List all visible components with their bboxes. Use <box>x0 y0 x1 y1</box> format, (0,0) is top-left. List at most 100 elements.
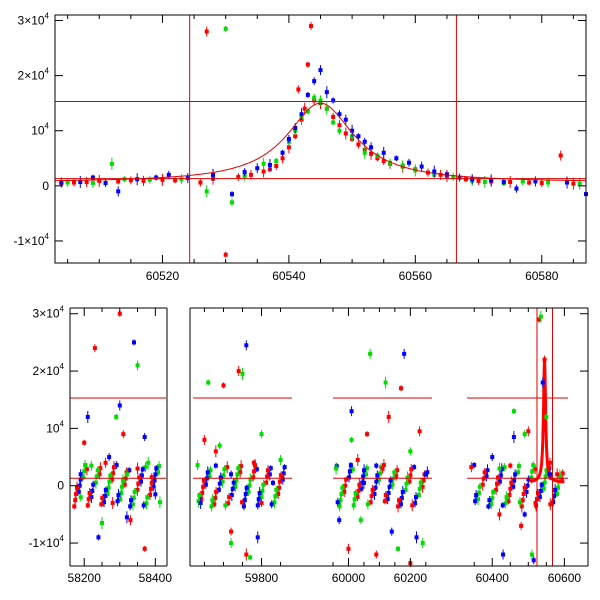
data-point <box>357 482 362 487</box>
data-point <box>277 485 282 490</box>
data-point <box>362 150 367 155</box>
data-point <box>383 380 388 385</box>
data-point <box>501 552 506 557</box>
data-point <box>141 503 146 508</box>
data-point <box>344 477 349 482</box>
data-point <box>293 134 298 139</box>
data-point <box>200 490 205 495</box>
data-point <box>312 79 317 84</box>
data-point <box>248 555 253 560</box>
data-point <box>476 490 481 495</box>
data-point <box>128 178 133 183</box>
data-point <box>356 134 361 139</box>
data-point <box>337 128 342 133</box>
data-point <box>166 172 171 177</box>
data-point <box>212 502 217 507</box>
data-point <box>138 479 143 484</box>
data-point <box>185 176 190 181</box>
data-point <box>211 172 216 177</box>
data-point <box>117 403 122 408</box>
data-point <box>296 87 301 92</box>
data-point <box>221 383 226 388</box>
data-point <box>337 112 342 117</box>
data-point <box>370 487 375 492</box>
data-point <box>269 502 274 507</box>
data-point <box>559 477 564 482</box>
data-point <box>272 500 277 505</box>
data-point <box>95 468 100 473</box>
data-point <box>116 179 121 184</box>
data-point <box>552 494 557 499</box>
data-point <box>331 120 336 125</box>
data-point <box>553 487 558 492</box>
data-point <box>278 457 283 462</box>
data-point <box>251 475 256 480</box>
data-point <box>154 466 159 471</box>
data-point <box>89 463 94 468</box>
data-point <box>179 177 184 182</box>
data-point <box>399 496 404 501</box>
x-tick-label: 60560 <box>399 269 433 283</box>
data-point <box>84 179 89 184</box>
data-point <box>409 467 414 472</box>
data-point <box>234 478 239 483</box>
x-tick-label: 59800 <box>245 571 279 585</box>
data-point <box>78 495 83 500</box>
data-point <box>402 351 407 356</box>
data-point <box>538 314 543 319</box>
data-point <box>221 473 226 478</box>
data-point <box>417 486 422 491</box>
data-point <box>264 480 269 485</box>
data-point <box>408 449 413 454</box>
data-point <box>305 62 310 67</box>
data-point <box>339 491 344 496</box>
data-point <box>506 499 511 504</box>
data-point <box>244 552 249 557</box>
data-point <box>280 477 285 482</box>
data-point <box>403 487 408 492</box>
data-point <box>533 500 538 505</box>
data-point <box>356 142 361 147</box>
data-point <box>526 477 531 482</box>
data-point <box>278 479 283 484</box>
data-point <box>286 137 291 141</box>
data-point <box>410 503 415 508</box>
data-point <box>252 469 257 474</box>
data-point <box>270 480 275 485</box>
y-tick-label: 0 <box>42 179 49 193</box>
data-point <box>497 479 502 484</box>
x-tick-label: 60600 <box>548 571 582 585</box>
data-point <box>373 485 378 490</box>
data-point <box>131 496 136 501</box>
data-point <box>146 460 151 465</box>
data-point <box>142 546 147 551</box>
data-point <box>199 497 204 502</box>
data-point <box>380 466 385 471</box>
data-point <box>121 432 126 437</box>
data-point <box>511 435 516 439</box>
data-point <box>362 468 367 473</box>
data-point <box>369 494 374 499</box>
data-point <box>108 473 113 478</box>
data-point <box>213 463 218 468</box>
data-point <box>203 482 208 487</box>
data-point <box>217 481 222 486</box>
data-point <box>514 186 519 191</box>
data-point <box>226 501 231 506</box>
data-point <box>132 489 137 494</box>
data-point <box>143 465 148 470</box>
data-point <box>213 496 218 501</box>
data-point <box>490 496 495 501</box>
data-point <box>520 498 525 503</box>
data-point <box>413 501 418 506</box>
data-point <box>368 351 373 356</box>
data-point <box>346 546 351 551</box>
data-point <box>78 477 83 482</box>
data-point <box>106 485 111 490</box>
data-point <box>338 498 343 503</box>
data-point <box>515 470 520 475</box>
data-point <box>485 468 490 473</box>
data-point <box>331 98 336 103</box>
data-point <box>148 486 153 491</box>
data-point <box>451 175 456 180</box>
